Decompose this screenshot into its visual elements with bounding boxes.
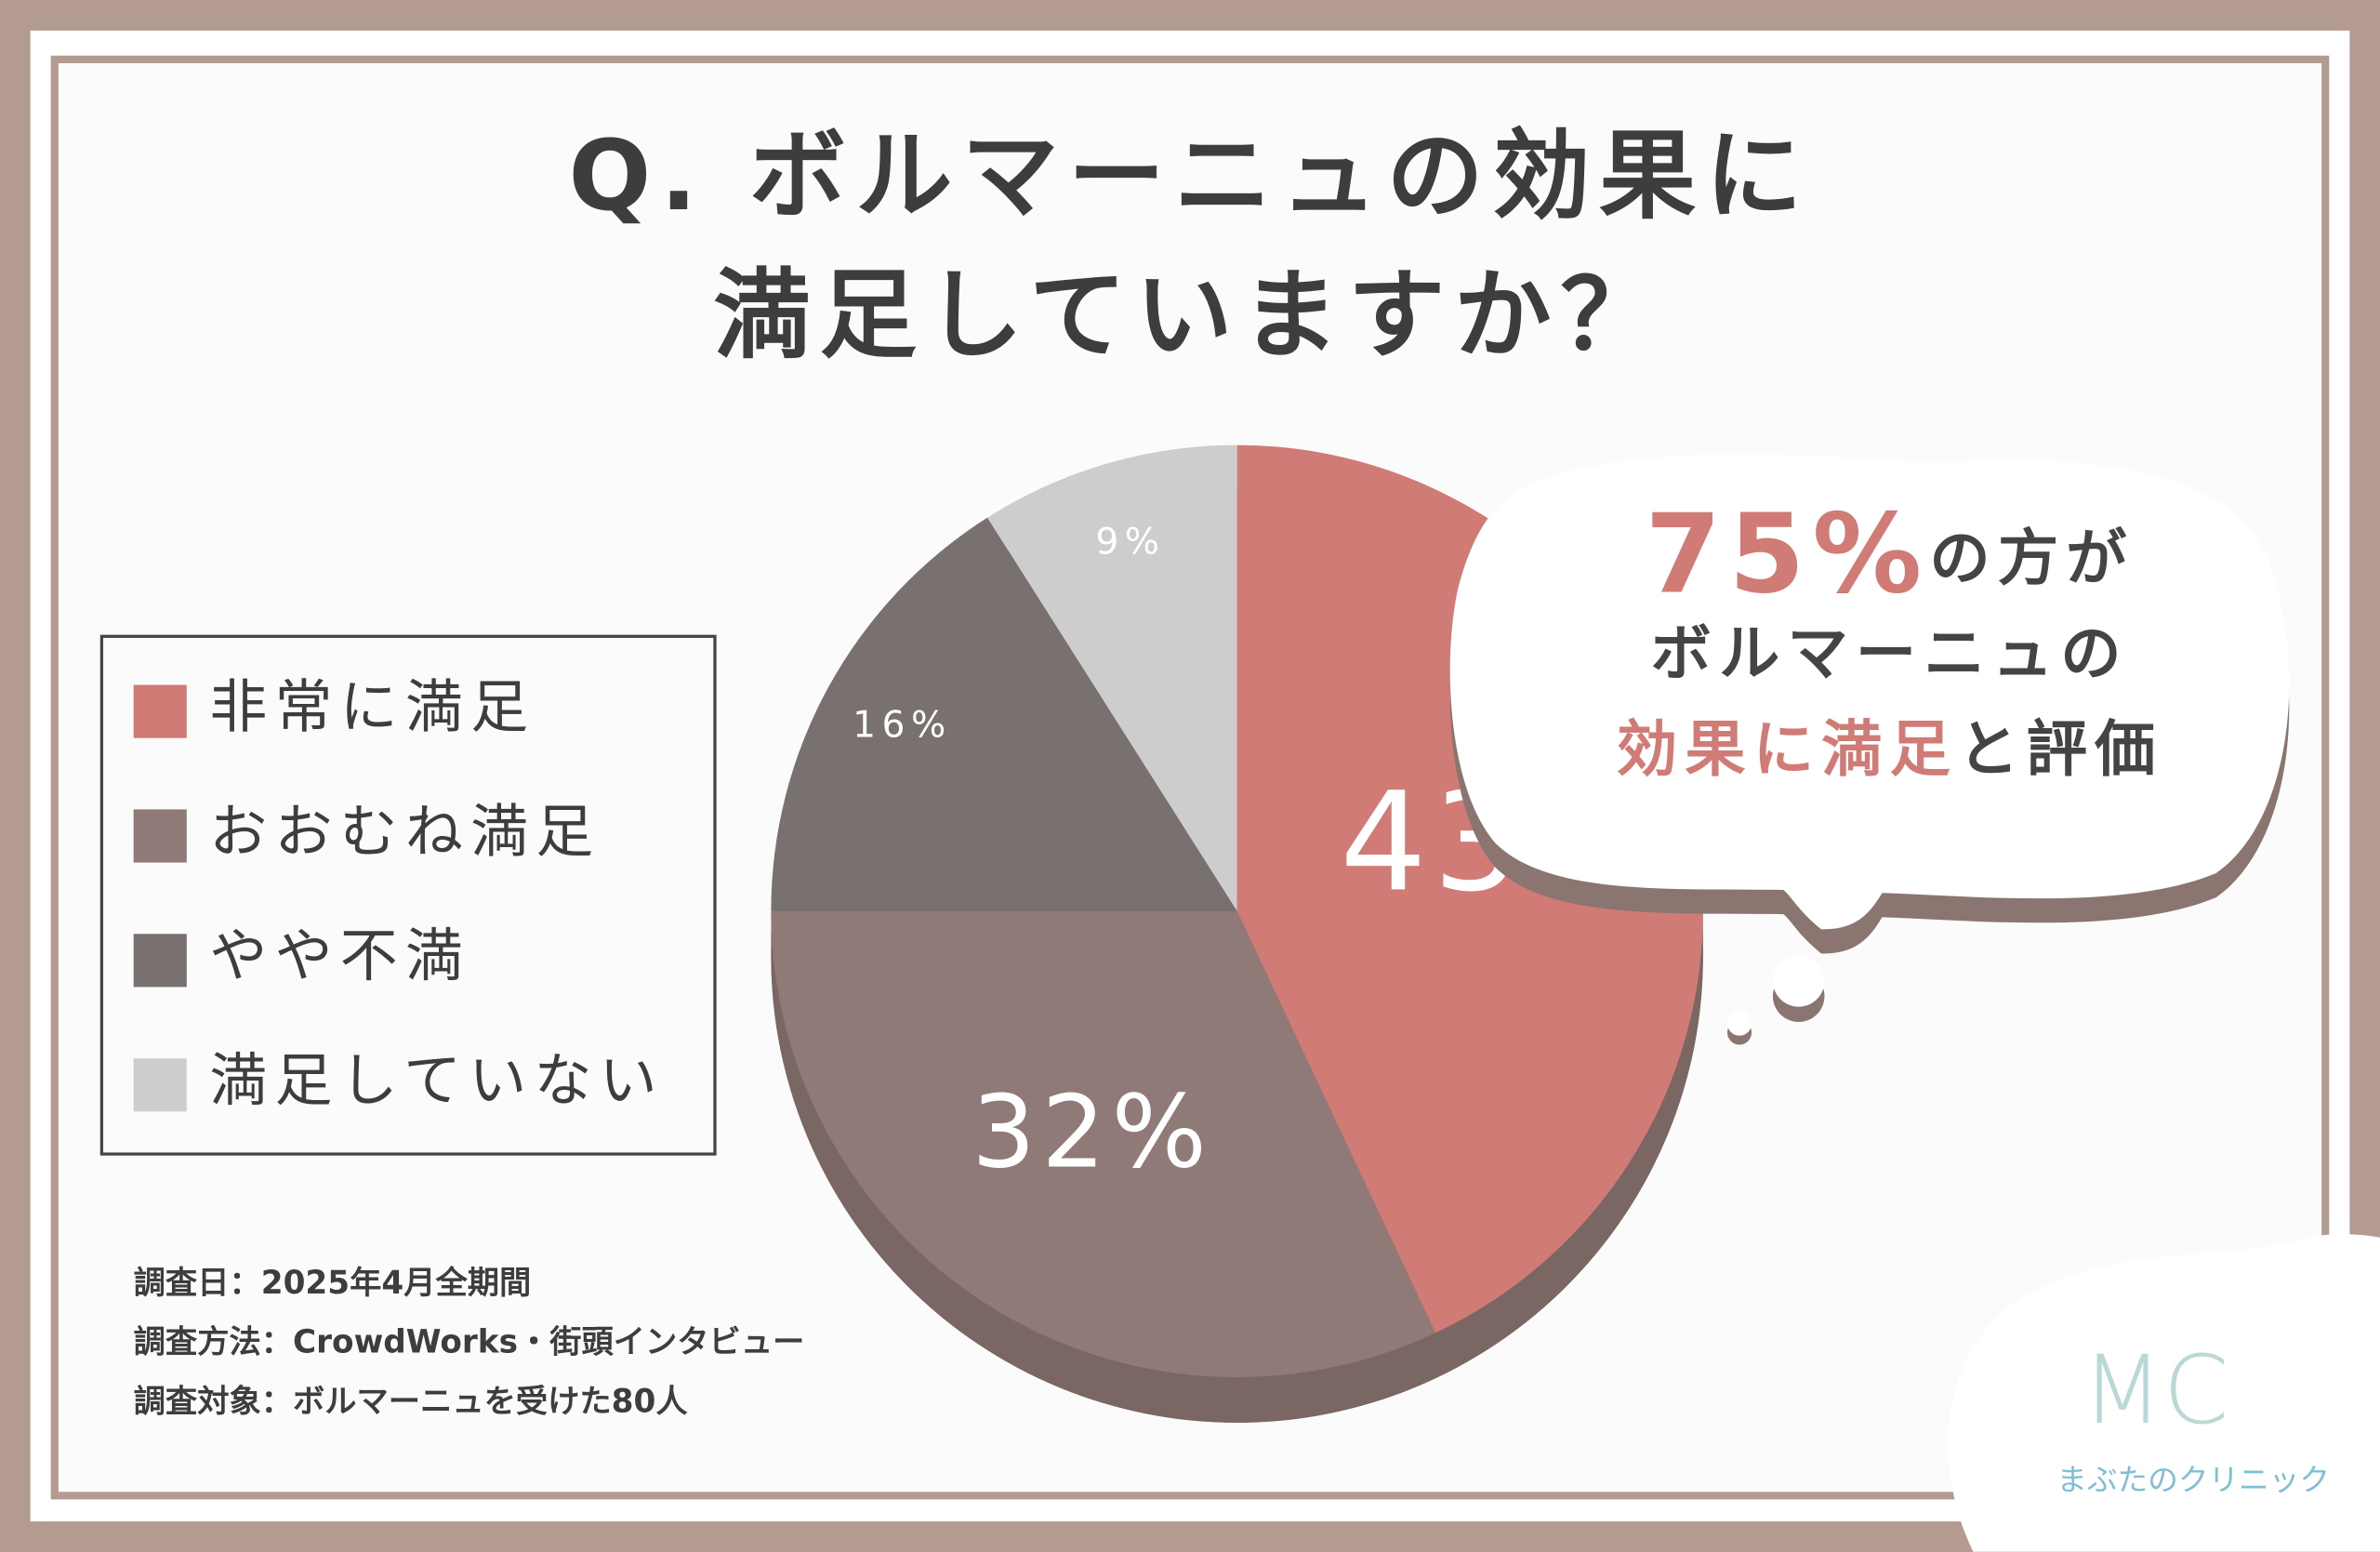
callout-segment: ボルマーニュの (1651, 618, 2129, 689)
legend-swatch (133, 1058, 187, 1112)
slice-label: 9% (1095, 522, 1165, 564)
legend-label: やや不満 (209, 922, 470, 989)
pie-slice (771, 517, 1237, 911)
logo-mark: MC (2082, 1335, 2228, 1445)
callout-segment: 効果に満足 (1617, 714, 1958, 785)
chart-title: 満足していますか？ (713, 259, 1666, 372)
callout-text: 効果に満足と評価 (1617, 714, 2163, 785)
legend-label: おおむね満足 (209, 797, 601, 865)
pie-slice (987, 444, 1237, 911)
chart-title: Q. ボルマーニュの効果に (569, 119, 1812, 232)
legend-swatch (133, 809, 187, 863)
footnote: 調査日：2025年4月全期間 (134, 1265, 532, 1302)
pie-slice (771, 910, 1436, 1378)
logo-name: まぶたのクリニック (2056, 1463, 2330, 1498)
legend-swatch (133, 934, 187, 988)
callout-text: 75%の方が (1646, 491, 2135, 618)
callout-segment: 75% (1646, 491, 1930, 618)
logo-blob (1948, 1234, 2380, 1552)
slice-label: 16% (853, 704, 952, 746)
footnote: 調査方法：CrowdWorks・街頭インタビュー (134, 1324, 805, 1361)
slice-label: 32% (972, 1075, 1212, 1191)
legend-box (99, 634, 717, 1156)
legend-label: 満足していない (209, 1046, 665, 1114)
callout-text: ボルマーニュの (1651, 618, 2129, 689)
callout-bubble (1449, 454, 2290, 1045)
legend-label: 非常に満足 (209, 672, 536, 740)
callout-segment: の方が (1929, 523, 2134, 593)
footnote: 調査対象：ボルマーニュを受けた80人 (134, 1383, 689, 1420)
legend-swatch (133, 684, 187, 738)
callout-segment: と評価 (1958, 714, 2162, 785)
